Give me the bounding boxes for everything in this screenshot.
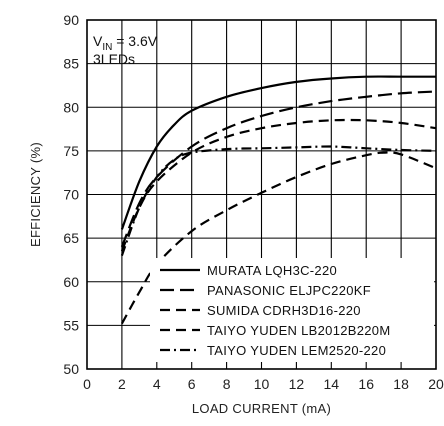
y-tick-label: 80 (63, 99, 79, 115)
annotation-vin-value: = 3.6V (112, 33, 157, 49)
annotation-leds: 3LEDs (93, 51, 135, 67)
legend-entry-label: TAIYO YUDEN LEM2520-220 (207, 343, 386, 358)
y-tick-label: 60 (63, 274, 79, 290)
x-tick-label: 20 (428, 376, 444, 392)
y-tick-label: 65 (63, 230, 79, 246)
tick-labels: 0 2 4 6 8 10 12 14 16 18 20 50 55 60 65 70 75 80 85 90 (63, 12, 444, 392)
series-line-3 (120, 118, 437, 252)
annotation-vin: VIN = 3.6V (93, 33, 158, 53)
x-axis-label: LOAD CURRENT (mA) (192, 401, 331, 416)
x-tick-label: 2 (118, 376, 126, 392)
series-line-5 (120, 145, 437, 256)
y-tick-label: 50 (63, 361, 79, 377)
y-tick-label: 75 (63, 143, 79, 159)
plot-frame (86, 19, 437, 370)
y-tick-label: 85 (63, 56, 79, 72)
x-tick-label: 8 (223, 376, 231, 392)
legend: MURATA LQH3C-220 PANASONIC ELJPC220KF SUMI… (150, 258, 434, 362)
series-line-2 (120, 90, 437, 248)
legend-entry-label: PANASONIC ELJPC220KF (207, 283, 371, 298)
x-tick-label: 12 (289, 376, 305, 392)
x-tick-label: 0 (83, 376, 91, 392)
x-tick-label: 6 (188, 376, 196, 392)
y-tick-label: 70 (63, 187, 79, 203)
grid (87, 20, 436, 369)
legend-entry-label: TAIYO YUDEN LB2012B220M (207, 323, 390, 338)
x-tick-label: 16 (358, 376, 374, 392)
x-tick-label: 18 (393, 376, 409, 392)
y-axis-label: EFFICIENCY (%) (28, 142, 43, 247)
legend-entry-label: SUMIDA CDRH3D16-220 (207, 303, 361, 318)
x-tick-label: 14 (324, 376, 340, 392)
annotation-vin-subscript: IN (102, 42, 112, 53)
y-tick-label: 55 (63, 317, 79, 333)
x-tick-label: 10 (254, 376, 270, 392)
annotation-vin-prefix: V (93, 33, 103, 49)
legend-entry-label: MURATA LQH3C-220 (207, 263, 337, 278)
x-tick-label: 4 (153, 376, 161, 392)
series-line-1 (120, 75, 436, 230)
y-tick-label: 90 (63, 12, 79, 28)
